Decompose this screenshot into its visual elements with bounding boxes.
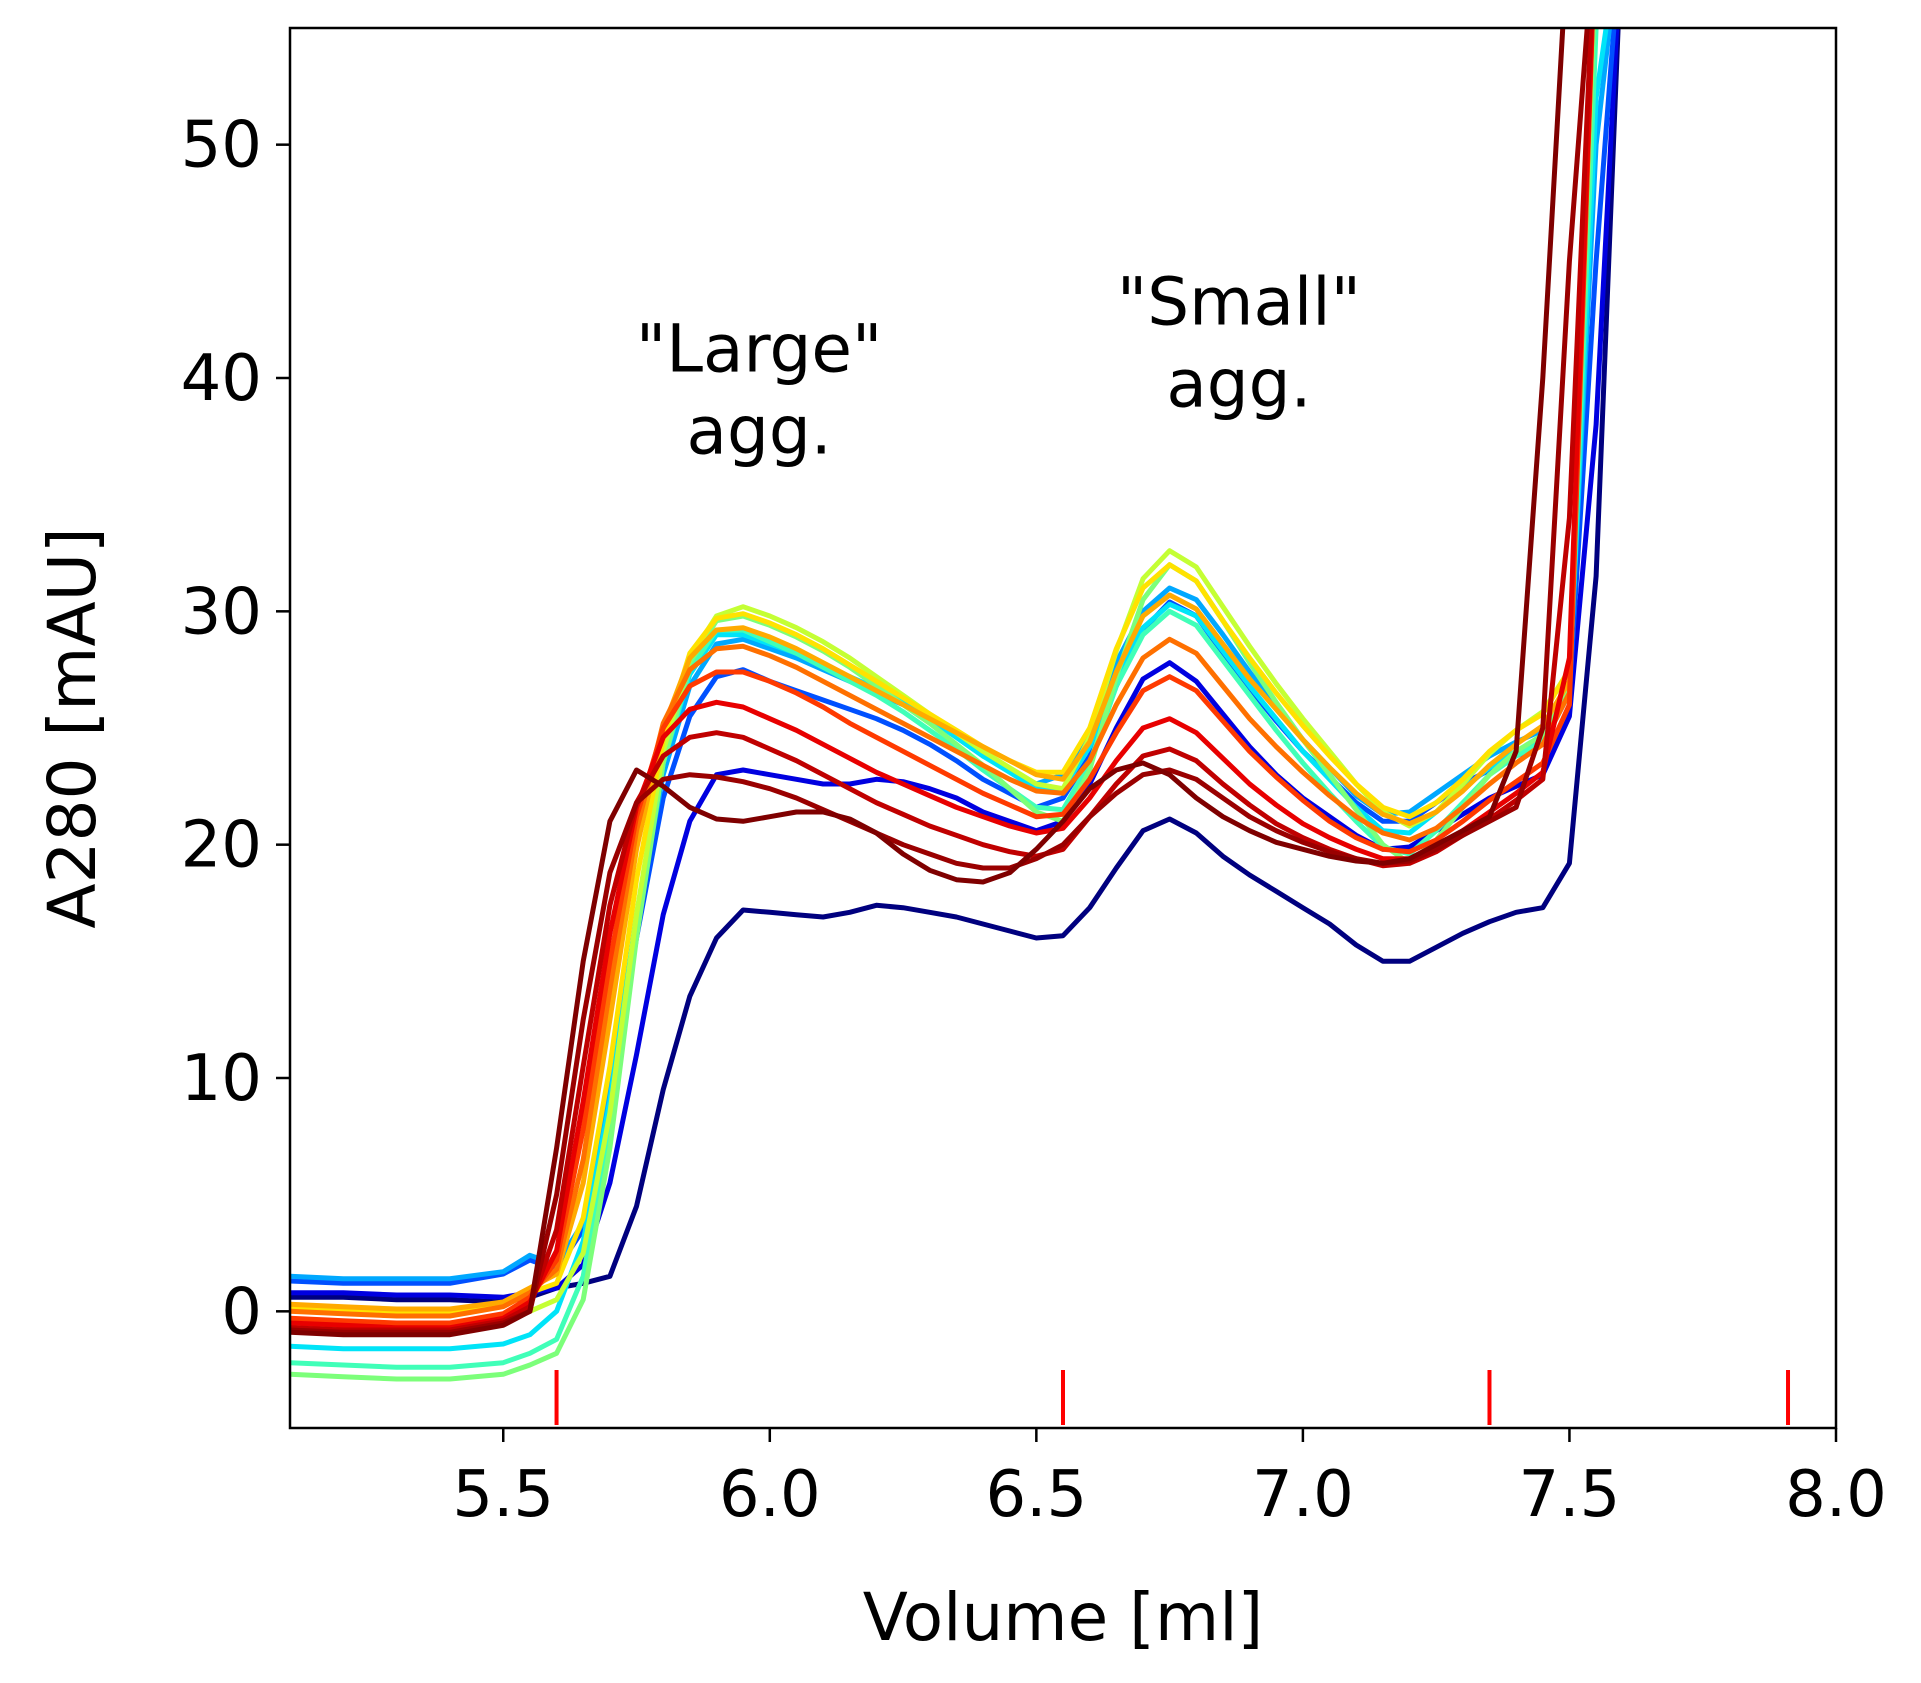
- series-line-11: [290, 28, 1595, 1319]
- annotation-layer: "Large" agg."Small" agg.: [636, 264, 1361, 470]
- series-line-8: [290, 28, 1595, 1328]
- x-tick-label: 6.5: [985, 1458, 1087, 1532]
- series-line-9: [290, 28, 1595, 1314]
- annotation-line: agg.: [687, 392, 832, 469]
- y-tick-label: 20: [181, 809, 262, 883]
- series-line-10: [290, 28, 1595, 1312]
- y-axis-label: A280 [mAU]: [34, 527, 111, 928]
- y-tick-label: 50: [181, 109, 262, 183]
- series-line-15: [290, 28, 1590, 1335]
- x-tick-label: 7.0: [1252, 1458, 1354, 1532]
- x-tick-label: 8.0: [1785, 1458, 1887, 1532]
- series-line-7: [290, 28, 1597, 1382]
- y-tick-label: 30: [181, 575, 262, 649]
- annotation-line: agg.: [1166, 346, 1311, 423]
- series-line-14: [290, 28, 1594, 1333]
- series-line-16: [290, 28, 1566, 1338]
- x-tick-label: 6.0: [719, 1458, 821, 1532]
- annotation-line: "Small": [1117, 264, 1361, 341]
- series-line-1: [290, 28, 1621, 1305]
- x-axis: 5.5 6.0 6.5 7.0 7.5 8.0: [452, 1428, 1887, 1532]
- x-tick-label: 5.5: [452, 1458, 554, 1532]
- x-axis-label: Volume [ml]: [863, 1579, 1264, 1656]
- series-line-2: [290, 28, 1620, 1300]
- x-tick-label: 7.5: [1519, 1458, 1621, 1532]
- series-line-12: [290, 28, 1595, 1326]
- annotation-1: "Large" agg.: [636, 310, 882, 469]
- y-tick-label: 40: [181, 342, 262, 416]
- series-layer: [290, 28, 1621, 1382]
- series-line-5: [290, 28, 1609, 1352]
- y-axis: 0 10 20 30 40 50: [181, 109, 290, 1349]
- plot-frame: [288, 26, 1838, 1430]
- series-line-13: [290, 28, 1595, 1331]
- fraction-marker-layer: [554, 1370, 1791, 1425]
- annotation-line: "Large": [636, 310, 882, 387]
- y-tick-label: 0: [221, 1275, 262, 1349]
- y-tick-label: 10: [181, 1042, 262, 1116]
- annotation-2: "Small" agg.: [1117, 264, 1361, 423]
